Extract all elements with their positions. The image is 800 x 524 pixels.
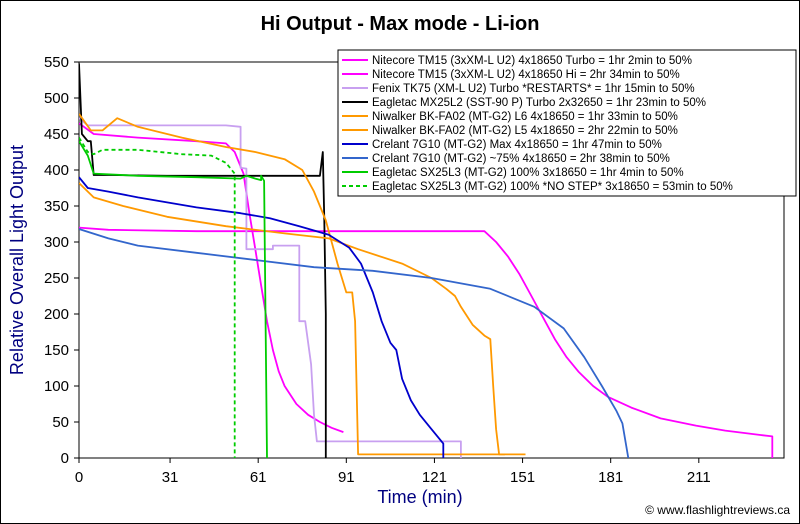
x-tick-label: 61 (250, 469, 267, 486)
legend: Nitecore TM15 (3xXM-L U2) 4x18650 Turbo … (337, 49, 797, 197)
series-line-9 (79, 140, 268, 458)
chart-title: Hi Output - Max mode - Li-ion (261, 13, 540, 35)
y-tick-label: 350 (44, 198, 69, 215)
series-layer (79, 63, 774, 458)
series-line-7 (79, 176, 445, 458)
y-tick-label: 250 (44, 270, 69, 287)
y-tick-label: 500 (44, 90, 69, 107)
x-tick-label: 91 (338, 469, 355, 486)
legend-label: Crelant 7G10 (MT-G2) Max 4x18650 = 1hr 4… (372, 139, 662, 151)
legend-label: Nitecore TM15 (3xXM-L U2) 4x18650 Hi = 2… (372, 69, 680, 81)
y-tick-label: 400 (44, 162, 69, 179)
legend-label: Niwalker BK-FA02 (MT-G2) L5 4x18650 = 2h… (372, 125, 678, 137)
legend-label: Crelant 7G10 (MT-G2) ~75% 4x18650 = 2hr … (372, 153, 670, 165)
legend-label: Eagletac SX25L3 (MT-G2) 100% *NO STEP* 3… (372, 181, 733, 193)
series-line-2 (79, 226, 774, 458)
y-tick-label: 50 (52, 414, 69, 431)
legend-label: Fenix TK75 (XM-L U2) Turbo *RESTARTS* = … (372, 83, 695, 95)
x-axis-title: Time (min) (377, 487, 462, 507)
series-line-4 (79, 63, 327, 458)
x-tick-label: 31 (162, 469, 179, 486)
x-tick-label: 0 (75, 469, 83, 486)
series-line-5 (79, 113, 505, 456)
y-tick-label: 200 (44, 306, 69, 323)
x-tick-label: 211 (687, 469, 711, 486)
series-line-6 (79, 182, 526, 456)
y-tick-label: 100 (44, 378, 69, 395)
series-line-8 (79, 228, 630, 458)
y-tick-label: 450 (44, 126, 69, 143)
legend-label: Niwalker BK-FA02 (MT-G2) L6 4x18650 = 1h… (372, 111, 678, 123)
y-axis-title: Relative Overall Light Output (7, 145, 27, 375)
legend-box (337, 49, 797, 197)
legend-label: Eagletac SX25L3 (MT-G2) 100% 3x18650 = 1… (372, 167, 684, 179)
x-tick-label: 181 (598, 469, 623, 486)
x-tick-label: 121 (422, 469, 447, 486)
credit-text: © www.flashlightreviews.ca (645, 503, 790, 517)
x-tick-label: 151 (510, 469, 535, 486)
y-tick-label: 550 (44, 54, 69, 71)
legend-label: Eagletac MX25L2 (SST-90 P) Turbo 2x32650… (372, 97, 706, 109)
y-tick-label: 150 (44, 342, 69, 359)
legend-label: Nitecore TM15 (3xXM-L U2) 4x18650 Turbo … (372, 55, 692, 67)
y-tick-label: 0 (61, 450, 69, 467)
axis-layer: 0 50 100 150 200 250 300 350 400 450 500 550 0 31 61 91… (44, 54, 711, 486)
y-tick-label: 300 (44, 234, 69, 251)
